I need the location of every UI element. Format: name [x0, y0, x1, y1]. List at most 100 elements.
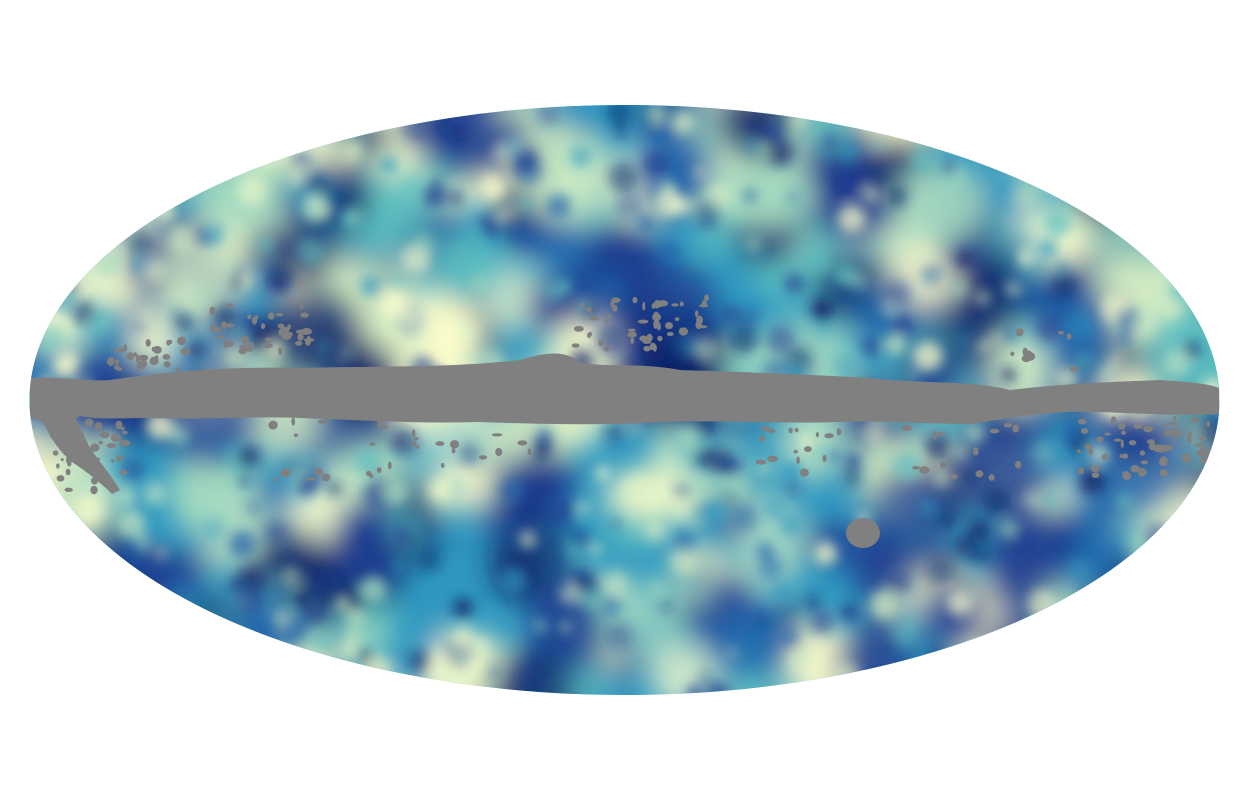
- point-source-mask: [1084, 444, 1093, 449]
- fine-fluctuation: [35, 322, 66, 353]
- fine-fluctuation: [379, 288, 409, 318]
- fluctuation-blob: [0, 422, 26, 469]
- fine-fluctuation: [246, 500, 260, 514]
- point-source-mask: [1196, 449, 1207, 457]
- point-source-mask: [1012, 424, 1019, 433]
- fine-fluctuation: [345, 630, 360, 645]
- fine-fluctuation: [610, 518, 622, 529]
- fluctuation-blob: [1121, 105, 1185, 118]
- fine-fluctuation: [649, 122, 674, 147]
- fine-fluctuation: [787, 192, 798, 203]
- fine-fluctuation: [236, 565, 266, 595]
- point-source-mask: [379, 425, 389, 430]
- fine-fluctuation: [150, 604, 174, 627]
- fine-fluctuation: [59, 275, 80, 296]
- fine-fluctuation: [1167, 109, 1187, 128]
- point-source-mask: [50, 432, 60, 440]
- point-source-mask: [1159, 469, 1169, 477]
- fine-fluctuation: [339, 346, 353, 361]
- fluctuation-blob: [983, 105, 1066, 152]
- point-source-mask: [51, 415, 59, 424]
- fine-fluctuation: [155, 201, 175, 221]
- point-source-mask: [1146, 439, 1155, 444]
- fine-fluctuation: [1116, 334, 1131, 349]
- fluctuation-blob: [1163, 105, 1220, 124]
- fine-fluctuation: [1123, 174, 1152, 202]
- point-source-mask: [67, 461, 72, 467]
- point-source-mask: [1119, 454, 1123, 458]
- fine-fluctuation: [295, 238, 324, 266]
- point-source-mask: [637, 319, 649, 324]
- point-source-mask: [260, 323, 266, 330]
- fine-fluctuation: [780, 515, 802, 536]
- fluctuation-blob: [1103, 406, 1171, 469]
- fine-fluctuation: [44, 648, 55, 660]
- point-source-mask: [585, 307, 592, 313]
- fluctuation-blob: [1150, 626, 1216, 669]
- fine-fluctuation: [341, 644, 355, 658]
- point-source-mask: [111, 459, 115, 463]
- point-source-mask: [1066, 333, 1072, 340]
- fine-fluctuation: [109, 653, 139, 684]
- point-source-mask: [247, 314, 252, 320]
- point-source-mask: [1015, 328, 1024, 337]
- fine-fluctuation: [927, 646, 944, 663]
- fine-fluctuation: [167, 224, 197, 254]
- fluctuation-blob: [1167, 615, 1220, 695]
- point-source-mask: [209, 306, 216, 316]
- point-source-mask: [449, 440, 460, 449]
- fine-fluctuation: [452, 127, 466, 141]
- point-source-mask: [145, 339, 151, 347]
- point-source-mask: [215, 335, 224, 339]
- point-source-mask: [120, 426, 125, 431]
- fine-fluctuation: [764, 498, 786, 520]
- fine-fluctuation: [1183, 604, 1207, 628]
- fluctuation-blob: [269, 105, 348, 136]
- point-source-mask: [57, 410, 64, 418]
- fine-fluctuation: [127, 632, 153, 657]
- fine-fluctuation: [854, 170, 872, 187]
- fine-fluctuation: [568, 145, 592, 169]
- fluctuation-blob: [487, 648, 577, 695]
- fine-fluctuation: [882, 303, 896, 316]
- fluctuation-blob: [1156, 202, 1216, 283]
- fine-fluctuation: [841, 605, 864, 629]
- point-source-mask: [369, 442, 376, 446]
- point-source-mask: [106, 443, 117, 449]
- fine-fluctuation: [784, 479, 802, 497]
- point-source-mask: [612, 304, 618, 312]
- point-source-mask: [653, 344, 657, 352]
- fluctuation-blob: [1116, 105, 1185, 145]
- fine-fluctuation: [777, 627, 798, 648]
- point-source-mask: [1080, 428, 1089, 434]
- fine-fluctuation: [986, 118, 999, 131]
- fluctuation-blob: [29, 105, 112, 133]
- point-source-mask: [314, 468, 323, 476]
- fine-fluctuation: [134, 321, 145, 332]
- fine-fluctuation: [1018, 139, 1031, 151]
- fluctuation-blob: [1195, 161, 1220, 220]
- fine-fluctuation: [326, 480, 343, 497]
- point-source-mask: [935, 432, 947, 436]
- fine-fluctuation: [538, 428, 553, 442]
- fine-fluctuation: [96, 253, 120, 277]
- fluctuation-blob: [1172, 105, 1220, 179]
- fine-fluctuation: [1043, 210, 1071, 238]
- fine-fluctuation: [339, 661, 359, 681]
- fine-fluctuation: [34, 173, 52, 191]
- point-source-mask: [149, 356, 159, 366]
- fine-fluctuation: [720, 304, 740, 325]
- fine-fluctuation: [543, 281, 565, 303]
- fluctuation-blob: [985, 213, 1012, 257]
- fine-fluctuation: [196, 286, 213, 303]
- fine-fluctuation: [155, 546, 168, 559]
- fine-fluctuation: [473, 229, 484, 240]
- fine-fluctuation: [297, 653, 326, 681]
- fine-fluctuation: [1009, 528, 1038, 557]
- point-source-mask: [940, 461, 947, 469]
- fine-fluctuation: [400, 110, 431, 141]
- fine-fluctuation: [112, 614, 131, 634]
- fine-fluctuation: [647, 520, 664, 536]
- fluctuation-blob: [29, 105, 43, 128]
